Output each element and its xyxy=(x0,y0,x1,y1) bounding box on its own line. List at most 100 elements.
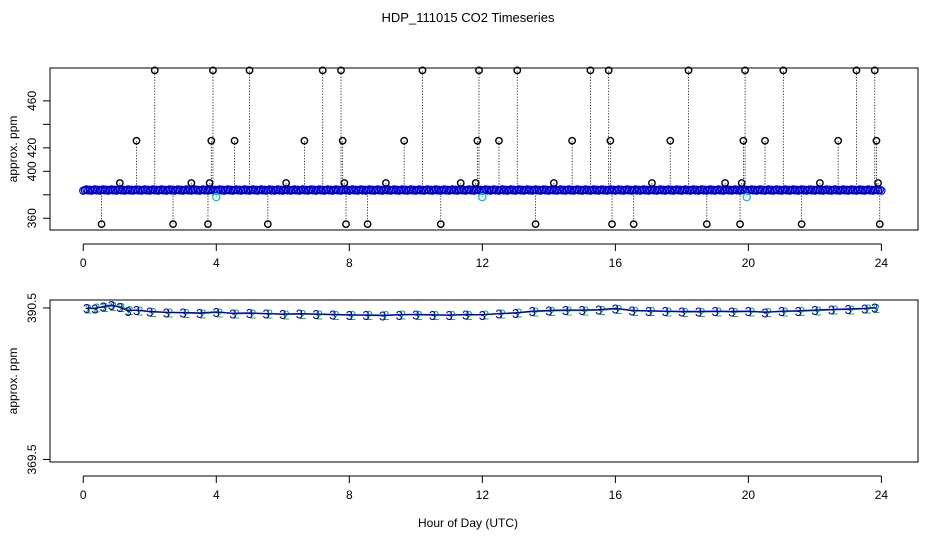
series-3-point-label: 3 xyxy=(429,308,436,323)
x-tick-label: 12 xyxy=(476,488,490,502)
series-3-point-label: 3 xyxy=(712,304,719,319)
highlight-point xyxy=(742,192,751,202)
series-2-point-label: 2 xyxy=(199,306,206,321)
x-tick-label: 4 xyxy=(213,488,220,502)
series-3-point-label: 3 xyxy=(578,303,585,318)
series-3-line xyxy=(86,304,875,317)
series-2-point-label: 2 xyxy=(85,301,92,316)
series-3-point-label: 3 xyxy=(612,301,619,316)
series-3-point-label: 3 xyxy=(412,307,419,322)
series-3-point-label: 3 xyxy=(229,306,236,321)
y-tick-label: 390.5 xyxy=(25,293,39,323)
series-3-point-label: 3 xyxy=(562,303,569,318)
series-2-point-label: 2 xyxy=(149,305,156,320)
outlier-point xyxy=(204,220,212,229)
outlier-point xyxy=(736,220,744,229)
x-tick-label: 16 xyxy=(609,488,623,502)
series-3-point-label: 3 xyxy=(662,304,669,319)
bottom-x-axis: 0 4 8 12 16 20 24 xyxy=(80,475,889,502)
series-3-point-label: 3 xyxy=(845,302,852,317)
series-3-point-label: 3 xyxy=(479,308,486,323)
series-3-point-label: 3 xyxy=(296,307,303,322)
outlier-point xyxy=(205,179,214,187)
y-tick-label: 420 xyxy=(25,137,39,157)
series-3-point-label: 3 xyxy=(795,304,802,319)
outlier-point xyxy=(342,220,350,229)
series-3-point-label: 3 xyxy=(179,306,186,321)
outlier-point xyxy=(684,66,693,75)
outlier-point xyxy=(456,179,465,187)
top-panel: 0 4 8 12 16 20 24 360 400 420 460 approx. ppm xyxy=(6,66,919,270)
outlier-point xyxy=(400,136,409,145)
outlier-point xyxy=(187,179,196,187)
x-tick-label: 4 xyxy=(213,256,220,270)
series-3-point-label: 3 xyxy=(645,304,652,319)
series-3-point-label: 3 xyxy=(512,306,519,321)
x-tick-label: 16 xyxy=(609,256,623,270)
series-3-point-label: 3 xyxy=(445,308,452,323)
x-tick-label: 20 xyxy=(742,256,756,270)
series-3-point-label: 3 xyxy=(91,302,98,317)
outlier-point xyxy=(737,179,746,187)
outlier-point xyxy=(363,220,372,229)
series-2-point-label: 2 xyxy=(615,302,622,317)
series-2-point-label: 2 xyxy=(682,305,689,320)
series-2-point-label: 2 xyxy=(183,306,190,321)
series-2-point-label: 2 xyxy=(848,302,855,317)
outlier-point xyxy=(608,220,616,229)
series-3-point-label: 3 xyxy=(778,304,785,319)
series-3-point-label: 3 xyxy=(595,303,602,318)
series-2-point-label: 2 xyxy=(316,307,323,322)
x-tick-label: 0 xyxy=(80,256,87,270)
x-tick-label: 8 xyxy=(346,256,353,270)
series-2-point-label: 2 xyxy=(549,304,556,319)
outlier-point xyxy=(207,136,216,145)
series-2-point-label: 2 xyxy=(565,303,572,318)
outlier-point xyxy=(150,66,159,75)
outlier-point xyxy=(340,179,349,187)
outlier-point xyxy=(875,220,884,229)
outlier-point xyxy=(436,220,445,229)
series-3-point-label: 3 xyxy=(346,308,353,323)
series-2-point-label: 2 xyxy=(831,303,838,318)
series-2-point-label: 2 xyxy=(598,303,605,318)
bottom-y-axis: 369.5 390.5 xyxy=(25,293,51,474)
series-2-point-label: 2 xyxy=(582,303,589,318)
series-2-point-label: 2 xyxy=(233,307,240,322)
outlier-point xyxy=(815,179,824,187)
figure-title: HDP_111015 CO2 Timeseries xyxy=(382,10,555,25)
series-2-point-label: 2 xyxy=(249,306,256,321)
outlier-point xyxy=(300,136,309,145)
outlier-point xyxy=(337,66,345,75)
top-plot-frame xyxy=(49,67,919,231)
series-2-point-label: 2 xyxy=(864,302,871,317)
outlier-point xyxy=(739,136,748,145)
series-2-point-label: 2 xyxy=(465,308,472,323)
series-3-point-label: 3 xyxy=(545,303,552,318)
series-2-point-label: 2 xyxy=(665,305,672,320)
outlier-point xyxy=(115,179,124,187)
outlier-point xyxy=(870,66,879,75)
series-3-point-label: 3 xyxy=(108,298,115,313)
outlier-point xyxy=(471,179,480,187)
outlier-point xyxy=(797,220,806,229)
series-2-point-label: 2 xyxy=(632,304,639,319)
x-tick-label: 12 xyxy=(476,256,490,270)
series-3-point-label: 3 xyxy=(495,307,502,322)
x-tick-label: 24 xyxy=(875,256,889,270)
outlier-point xyxy=(495,136,503,145)
outlier-point xyxy=(132,136,141,145)
outlier-point xyxy=(702,220,711,229)
series-3-point-label: 3 xyxy=(116,300,123,315)
x-axis-label: Hour of Day (UTC) xyxy=(418,516,518,530)
series-2-point-label: 2 xyxy=(648,304,655,319)
outlier-point xyxy=(473,136,482,145)
top-x-axis: 0 4 8 12 16 20 24 xyxy=(80,243,889,270)
series-2-point-label: 2 xyxy=(815,303,822,318)
outlier-point xyxy=(874,179,882,187)
x-tick-label: 24 xyxy=(875,488,889,502)
series-3-point-label: 3 xyxy=(811,303,818,318)
highlight-point xyxy=(478,192,487,202)
